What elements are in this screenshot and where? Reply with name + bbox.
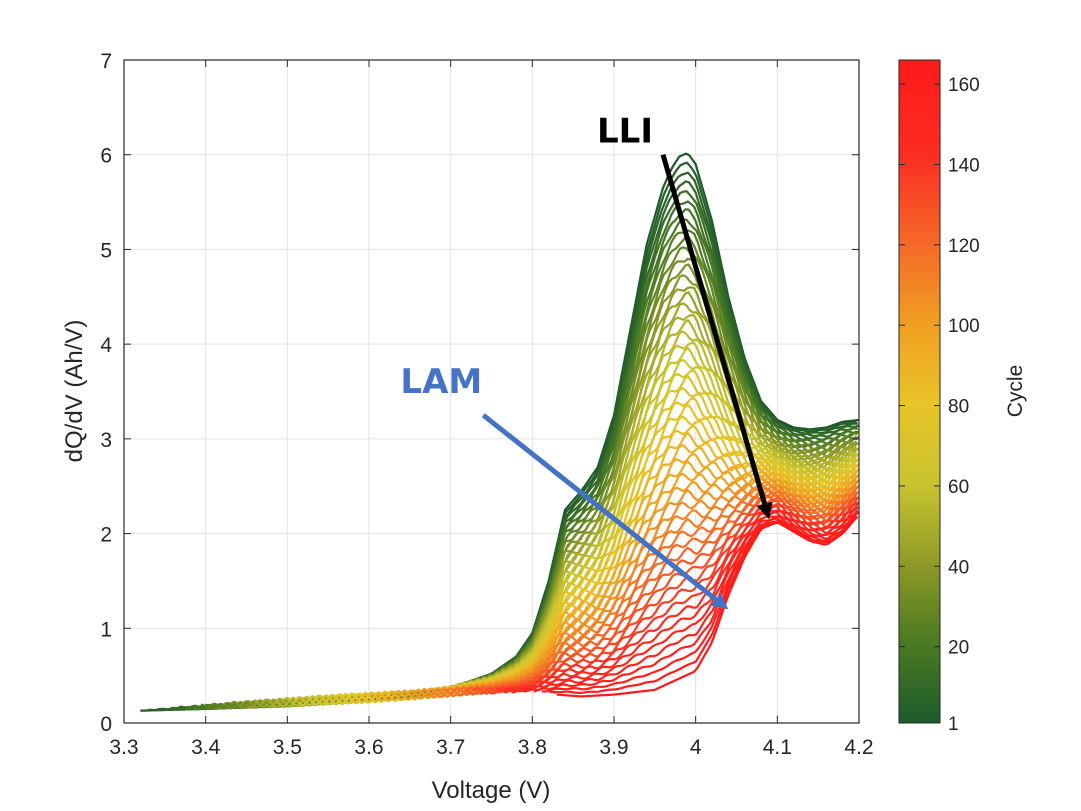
y-tick-label: 6 bbox=[100, 145, 112, 168]
x-tick-label: 3.3 bbox=[109, 736, 138, 759]
colorbar bbox=[898, 59, 941, 724]
annotations: LLI LAM bbox=[400, 112, 773, 610]
y-tick-label: 3 bbox=[100, 429, 112, 452]
x-tick-label: 4.1 bbox=[763, 736, 792, 759]
x-tick-label: 4.2 bbox=[844, 736, 873, 759]
x-tick-label: 3.8 bbox=[518, 736, 547, 759]
x-axis-label: Voltage (V) bbox=[432, 777, 551, 804]
y-tick-label: 4 bbox=[100, 334, 112, 357]
axis-ticks: 3.3 3.4 3.5 3.6 3.7 3.8 3.9 4 4.1 4.2 0 1 2 3 4 5 6 7 bbox=[100, 50, 873, 759]
annotation-label: LLI bbox=[597, 112, 653, 152]
cycle-curve bbox=[541, 511, 859, 693]
y-tick-label: 7 bbox=[100, 50, 112, 73]
x-tick-label: 3.7 bbox=[436, 736, 465, 759]
x-tick-label: 3.9 bbox=[599, 736, 628, 759]
x-tick-label: 3.5 bbox=[273, 736, 302, 759]
colorbar-tick-label: 140 bbox=[948, 155, 980, 176]
colorbar-tick-label: 160 bbox=[948, 75, 980, 96]
colorbar-tick-label: 80 bbox=[948, 397, 969, 418]
colorbar-tick-label: 1 bbox=[948, 714, 959, 735]
dqdv-curves bbox=[140, 152, 859, 712]
y-tick-label: 1 bbox=[100, 618, 112, 641]
y-axis-label: dQ/dV (Ah/V) bbox=[61, 320, 88, 463]
colorbar-tick-label: 20 bbox=[948, 638, 969, 659]
annotation-arrow-head bbox=[757, 501, 773, 520]
cycle-curve bbox=[526, 510, 858, 692]
x-tick-label: 3.4 bbox=[191, 736, 221, 759]
cycle-curve bbox=[472, 496, 859, 695]
y-tick-label: 0 bbox=[100, 713, 112, 736]
y-tick-label: 5 bbox=[100, 239, 112, 262]
colorbar-tick-label: 120 bbox=[948, 236, 980, 257]
annotation-arrow-head bbox=[710, 593, 729, 610]
colorbar-label: Cycle bbox=[1004, 365, 1027, 418]
cycle-curve bbox=[458, 494, 858, 697]
x-tick-label: 4 bbox=[690, 736, 702, 759]
annotation-arrow-shaft bbox=[481, 413, 718, 602]
annotation-label: LAM bbox=[400, 362, 482, 402]
colorbar-tick-label: 40 bbox=[948, 557, 969, 578]
colorbar-tick-label: 100 bbox=[948, 316, 980, 337]
annotation-arrow-shaft bbox=[660, 154, 768, 505]
colorbar-tick-label: 60 bbox=[948, 477, 969, 498]
cycle-curve bbox=[511, 503, 859, 694]
cycle-curve bbox=[533, 509, 859, 693]
cycle-curve bbox=[496, 501, 859, 694]
x-tick-label: 3.6 bbox=[354, 736, 383, 759]
plot-frame bbox=[123, 59, 860, 724]
cycle-curve bbox=[549, 515, 858, 695]
cycle-curve bbox=[556, 515, 859, 698]
y-tick-label: 2 bbox=[100, 524, 112, 547]
